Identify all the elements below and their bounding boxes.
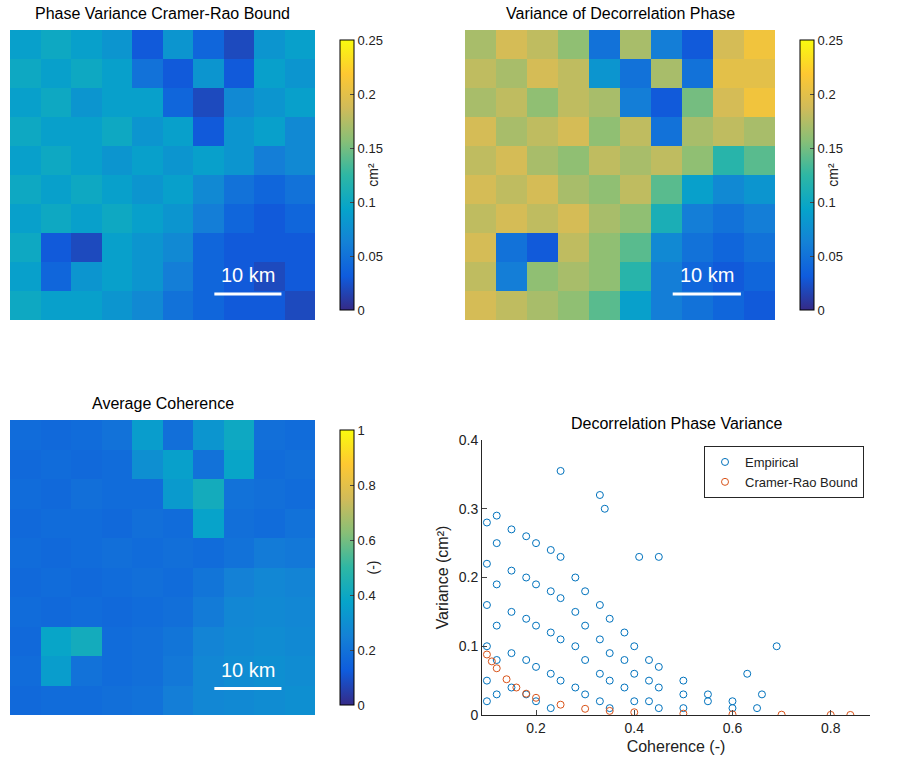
svg-text:0.2: 0.2 [358, 643, 376, 658]
svg-text:0.8: 0.8 [821, 720, 841, 736]
svg-text:0.2: 0.2 [818, 87, 836, 102]
svg-text:0.15: 0.15 [358, 141, 383, 156]
svg-text:0.2: 0.2 [358, 87, 376, 102]
svg-text:cm²: cm² [825, 163, 841, 187]
svg-text:0.2: 0.2 [526, 720, 546, 736]
svg-text:(-): (-) [365, 561, 381, 575]
svg-text:0.4: 0.4 [358, 588, 376, 603]
svg-text:Cramer-Rao Bound: Cramer-Rao Bound [745, 475, 858, 490]
svg-text:0.8: 0.8 [358, 478, 376, 493]
svg-text:0: 0 [818, 303, 825, 318]
svg-text:10 km: 10 km [221, 264, 275, 286]
svg-text:0.6: 0.6 [358, 533, 376, 548]
svg-text:0: 0 [358, 698, 365, 713]
svg-text:0.1: 0.1 [818, 195, 836, 210]
svg-text:0.3: 0.3 [459, 501, 479, 517]
svg-text:0.6: 0.6 [723, 720, 743, 736]
svg-text:Variance (cm²): Variance (cm²) [434, 526, 451, 630]
svg-text:1: 1 [358, 423, 365, 438]
svg-text:Phase Variance Cramer-Rao Boun: Phase Variance Cramer-Rao Bound [35, 5, 290, 22]
svg-text:0.2: 0.2 [459, 569, 479, 585]
svg-text:0.4: 0.4 [459, 432, 479, 448]
svg-text:0.25: 0.25 [358, 33, 383, 48]
svg-text:0.05: 0.05 [358, 249, 383, 264]
svg-text:0.15: 0.15 [818, 141, 843, 156]
svg-text:0.25: 0.25 [818, 33, 843, 48]
svg-text:10 km: 10 km [221, 659, 275, 681]
svg-text:0: 0 [470, 707, 478, 723]
svg-text:0.4: 0.4 [625, 720, 645, 736]
svg-text:0.1: 0.1 [358, 195, 376, 210]
svg-text:Decorrelation Phase Variance: Decorrelation Phase Variance [571, 415, 782, 432]
svg-text:Coherence (-): Coherence (-) [627, 738, 726, 755]
svg-text:0: 0 [358, 303, 365, 318]
svg-text:0.1: 0.1 [459, 638, 479, 654]
svg-text:Empirical: Empirical [745, 455, 799, 470]
svg-text:cm²: cm² [365, 163, 381, 187]
svg-text:10 km: 10 km [680, 264, 734, 286]
svg-text:Average Coherence: Average Coherence [92, 395, 234, 412]
svg-text:0.05: 0.05 [818, 249, 843, 264]
svg-text:Variance of Decorrelation Phas: Variance of Decorrelation Phase [506, 5, 735, 22]
